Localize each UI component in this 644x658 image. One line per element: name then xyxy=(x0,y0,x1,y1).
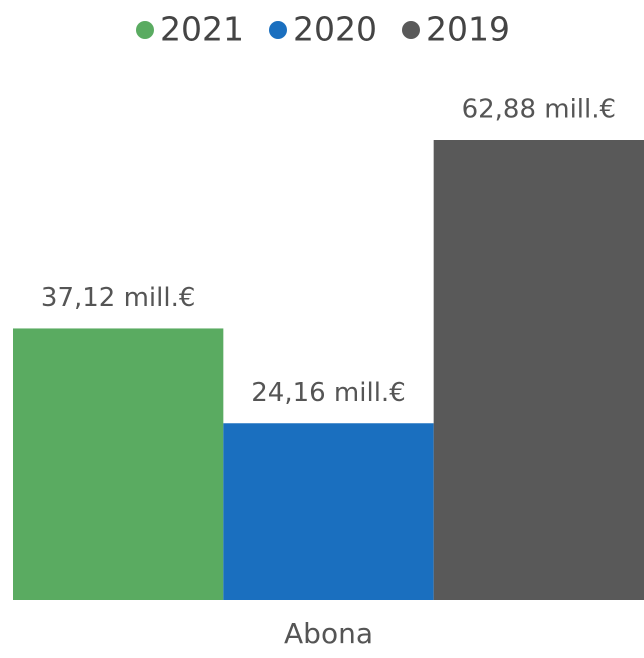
legend-marker xyxy=(269,21,287,39)
value-label: 62,88 mill.€ xyxy=(462,95,617,125)
value-label: 24,16 mill.€ xyxy=(251,378,406,408)
legend-label: 2021 xyxy=(160,10,244,49)
legend-label: 2019 xyxy=(426,10,510,49)
bar xyxy=(223,423,434,600)
bar xyxy=(433,140,644,600)
bar xyxy=(13,328,224,600)
x-tick-label: Abona xyxy=(284,617,373,650)
legend-marker xyxy=(402,21,420,39)
value-label: 37,12 mill.€ xyxy=(41,283,196,313)
legend-label: 2020 xyxy=(293,10,377,49)
legend-marker xyxy=(136,21,154,39)
